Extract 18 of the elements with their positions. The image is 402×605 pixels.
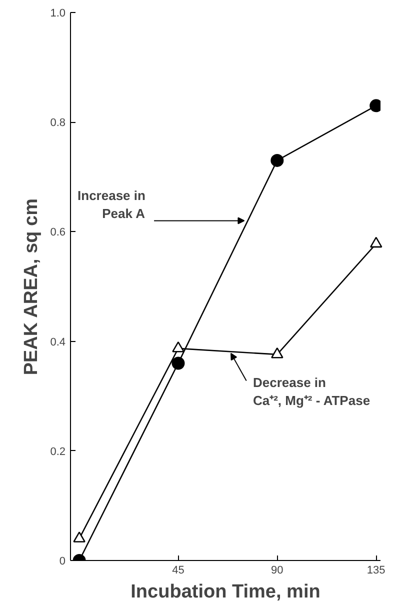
annotation: Increase in Peak A [78, 188, 146, 221]
y-tick-label: 0.4 [50, 336, 66, 348]
y-axis-title: PEAK AREA, sq cm [21, 198, 42, 376]
annotation: Decrease in Ca⁺², Mg⁺² - ATPase [252, 375, 370, 408]
point [172, 341, 184, 352]
y-tick-label: 0.8 [50, 117, 66, 130]
x-tick-label: 90 [271, 564, 284, 576]
x-axis-title: Incubation Time, min [130, 582, 320, 602]
x-tick-label: 135 [366, 564, 386, 576]
y-tick-label: 0 [59, 556, 66, 568]
y-tick-label: 1.0 [50, 8, 66, 20]
y-tick-label: 0.2 [50, 446, 66, 458]
point [370, 236, 382, 248]
y-tick-label: 0.6 [50, 226, 66, 239]
point [270, 154, 284, 167]
point [271, 347, 284, 358]
point [73, 532, 86, 542]
x-tick-label: 45 [172, 564, 184, 576]
